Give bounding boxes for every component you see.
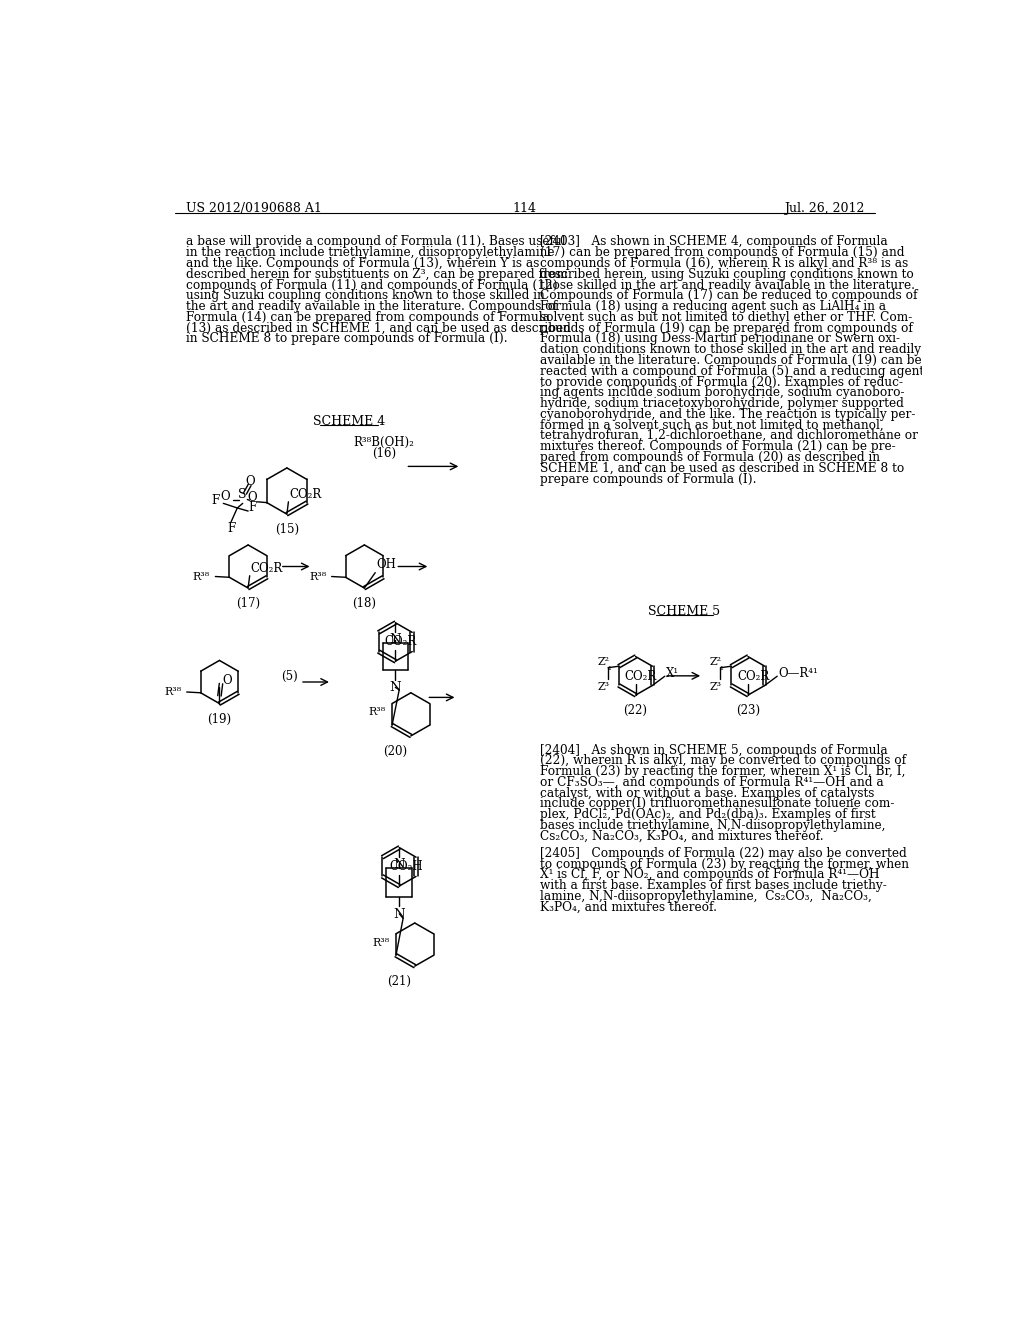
Text: R³⁸: R³⁸ (369, 708, 386, 717)
Text: O: O (221, 490, 230, 503)
Text: [2404]   As shown in SCHEME 5, compounds of Formula: [2404] As shown in SCHEME 5, compounds o… (541, 743, 888, 756)
Text: Formula (23) by reacting the former, wherein X¹ is Cl, Br, I,: Formula (23) by reacting the former, whe… (541, 766, 906, 779)
Text: include copper(I) trifluoromethanesulfonate toluene com-: include copper(I) trifluoromethanesulfon… (541, 797, 895, 810)
Text: F: F (249, 502, 257, 515)
Text: bases include triethylamine, N,N-diisopropylethylamine,: bases include triethylamine, N,N-diisopr… (541, 818, 886, 832)
Text: Compounds of Formula (17) can be reduced to compounds of: Compounds of Formula (17) can be reduced… (541, 289, 918, 302)
Text: pounds of Formula (19) can be prepared from compounds of: pounds of Formula (19) can be prepared f… (541, 322, 913, 335)
Text: Cs₂CO₃, Na₂CO₃, K₃PO₄, and mixtures thereof.: Cs₂CO₃, Na₂CO₃, K₃PO₄, and mixtures ther… (541, 830, 824, 843)
Text: CO₂R: CO₂R (251, 562, 283, 576)
Text: O: O (246, 474, 255, 487)
Text: [2405]   Compounds of Formula (22) may also be converted: [2405] Compounds of Formula (22) may als… (541, 847, 907, 859)
Text: (22): (22) (624, 704, 647, 717)
Text: lamine, N,N-diisopropylethylamine,  Cs₂CO₃,  Na₂CO₃,: lamine, N,N-diisopropylethylamine, Cs₂CO… (541, 890, 872, 903)
Text: (13) as described in SCHEME 1, and can be used as described: (13) as described in SCHEME 1, and can b… (186, 322, 571, 335)
Text: N: N (389, 634, 401, 647)
Text: described herein, using Suzuki coupling conditions known to: described herein, using Suzuki coupling … (541, 268, 914, 281)
Text: described herein for substituents on Z³, can be prepared from: described herein for substituents on Z³,… (186, 268, 568, 281)
Text: pared from compounds of Formula (20) as described in: pared from compounds of Formula (20) as … (541, 451, 881, 465)
Text: CO₂H: CO₂H (389, 859, 423, 873)
Text: those skilled in the art and readily available in the literature.: those skilled in the art and readily ava… (541, 279, 915, 292)
Text: S: S (239, 488, 247, 502)
Text: CO₂R: CO₂R (625, 669, 657, 682)
Text: X¹: X¹ (667, 668, 680, 680)
Text: SCHEME 5: SCHEME 5 (648, 605, 721, 618)
Text: the art and readily available in the literature. Compounds of: the art and readily available in the lit… (186, 300, 557, 313)
Text: in the reaction include triethylamine, diisopropylethylamine: in the reaction include triethylamine, d… (186, 246, 555, 259)
Text: (19): (19) (208, 713, 231, 726)
Text: compounds of Formula (16), wherein R is alkyl and R³⁸ is as: compounds of Formula (16), wherein R is … (541, 257, 908, 271)
Text: (21): (21) (387, 975, 412, 989)
Text: Formula (18) using Dess-Martin periodinane or Swern oxi-: Formula (18) using Dess-Martin periodina… (541, 333, 900, 346)
Text: a base will provide a compound of Formula (11). Bases useful: a base will provide a compound of Formul… (186, 235, 565, 248)
Text: (16): (16) (372, 447, 396, 461)
Text: hydride, sodium triacetoxyborohydride, polymer supported: hydride, sodium triacetoxyborohydride, p… (541, 397, 904, 411)
Text: mixtures thereof. Compounds of Formula (21) can be pre-: mixtures thereof. Compounds of Formula (… (541, 441, 896, 453)
Text: to compounds of Formula (23) by reacting the former, when: to compounds of Formula (23) by reacting… (541, 858, 909, 871)
Text: solvent such as but not limited to diethyl ether or THF. Com-: solvent such as but not limited to dieth… (541, 312, 912, 323)
Text: OH: OH (377, 558, 396, 572)
Text: Jul. 26, 2012: Jul. 26, 2012 (784, 202, 864, 215)
Text: (22), wherein R is alkyl, may be converted to compounds of: (22), wherein R is alkyl, may be convert… (541, 755, 906, 767)
Text: R³⁸: R³⁸ (309, 572, 327, 582)
Text: tetrahydrofuran, 1,2-dichloroethane, and dichloromethane or: tetrahydrofuran, 1,2-dichloroethane, and… (541, 429, 919, 442)
Text: X¹ is Cl, F, or NO₂, and compounds of Formula R⁴¹—OH: X¹ is Cl, F, or NO₂, and compounds of Fo… (541, 869, 880, 882)
Text: Z³: Z³ (597, 681, 609, 692)
Text: (17) can be prepared from compounds of Formula (15) and: (17) can be prepared from compounds of F… (541, 246, 905, 259)
Text: N: N (393, 858, 406, 871)
Text: Formula (18) using a reducing agent such as LiAlH₄ in a: Formula (18) using a reducing agent such… (541, 300, 887, 313)
Text: prepare compounds of Formula (I).: prepare compounds of Formula (I). (541, 473, 757, 486)
Text: with a first base. Examples of first bases include triethy-: with a first base. Examples of first bas… (541, 879, 887, 892)
Text: K₃PO₄, and mixtures thereof.: K₃PO₄, and mixtures thereof. (541, 900, 717, 913)
Text: or CF₃SO₃—, and compounds of Formula R⁴¹—OH and a: or CF₃SO₃—, and compounds of Formula R⁴¹… (541, 776, 884, 789)
Text: dation conditions known to those skilled in the art and readily: dation conditions known to those skilled… (541, 343, 922, 356)
Text: (15): (15) (274, 524, 299, 536)
Text: (5): (5) (281, 671, 298, 684)
Text: (23): (23) (736, 704, 760, 717)
Text: in SCHEME 8 to prepare compounds of Formula (I).: in SCHEME 8 to prepare compounds of Form… (186, 333, 508, 346)
Text: using Suzuki coupling conditions known to those skilled in: using Suzuki coupling conditions known t… (186, 289, 545, 302)
Text: N: N (389, 681, 401, 694)
Text: R³⁸: R³⁸ (164, 688, 181, 697)
Text: O: O (222, 675, 232, 686)
Text: catalyst, with or without a base. Examples of catalysts: catalyst, with or without a base. Exampl… (541, 787, 874, 800)
Text: and the like. Compounds of Formula (13), wherein Y is as: and the like. Compounds of Formula (13),… (186, 257, 540, 271)
Text: F: F (227, 521, 236, 535)
Text: (18): (18) (352, 597, 377, 610)
Text: CO₂R: CO₂R (385, 635, 417, 648)
Text: Formula (14) can be prepared from compounds of Formula: Formula (14) can be prepared from compou… (186, 312, 550, 323)
Text: R³⁸B(OH)₂: R³⁸B(OH)₂ (353, 436, 414, 449)
Text: CO₂R: CO₂R (737, 669, 769, 682)
Text: available in the literature. Compounds of Formula (19) can be: available in the literature. Compounds o… (541, 354, 922, 367)
Text: plex, PdCl₂, Pd(OAc)₂, and Pd₂(dba)₃. Examples of first: plex, PdCl₂, Pd(OAc)₂, and Pd₂(dba)₃. Ex… (541, 808, 876, 821)
Text: O: O (247, 491, 257, 504)
Text: compounds of Formula (11) and compounds of Formula (12): compounds of Formula (11) and compounds … (186, 279, 558, 292)
Text: Z²: Z² (597, 657, 609, 668)
Text: ¹: ¹ (719, 665, 723, 675)
Text: R³⁸: R³⁸ (373, 937, 390, 948)
Text: [2403]   As shown in SCHEME 4, compounds of Formula: [2403] As shown in SCHEME 4, compounds o… (541, 235, 888, 248)
Text: ¹: ¹ (607, 665, 610, 675)
Text: Z²: Z² (710, 657, 722, 668)
Text: O—R⁴¹: O—R⁴¹ (778, 668, 818, 680)
Text: reacted with a compound of Formula (5) and a reducing agent: reacted with a compound of Formula (5) a… (541, 364, 925, 378)
Text: SCHEME 1, and can be used as described in SCHEME 8 to: SCHEME 1, and can be used as described i… (541, 462, 904, 475)
Text: to provide compounds of Formula (20). Examples of reduc-: to provide compounds of Formula (20). Ex… (541, 376, 903, 388)
Text: cyanoborohydride, and the like. The reaction is typically per-: cyanoborohydride, and the like. The reac… (541, 408, 915, 421)
Text: 114: 114 (513, 202, 537, 215)
Text: (20): (20) (383, 744, 408, 758)
Text: N: N (393, 908, 406, 920)
Text: SCHEME 4: SCHEME 4 (312, 414, 385, 428)
Text: (17): (17) (237, 597, 260, 610)
Text: CO₂R: CO₂R (289, 488, 322, 502)
Text: formed in a solvent such as but not limited to methanol,: formed in a solvent such as but not limi… (541, 418, 884, 432)
Text: US 2012/0190688 A1: US 2012/0190688 A1 (186, 202, 322, 215)
Text: ing agents include sodium borohydride, sodium cyanoboro-: ing agents include sodium borohydride, s… (541, 387, 905, 400)
Text: R³⁸: R³⁸ (193, 572, 210, 582)
Text: F: F (212, 494, 220, 507)
Text: Z³: Z³ (710, 681, 722, 692)
